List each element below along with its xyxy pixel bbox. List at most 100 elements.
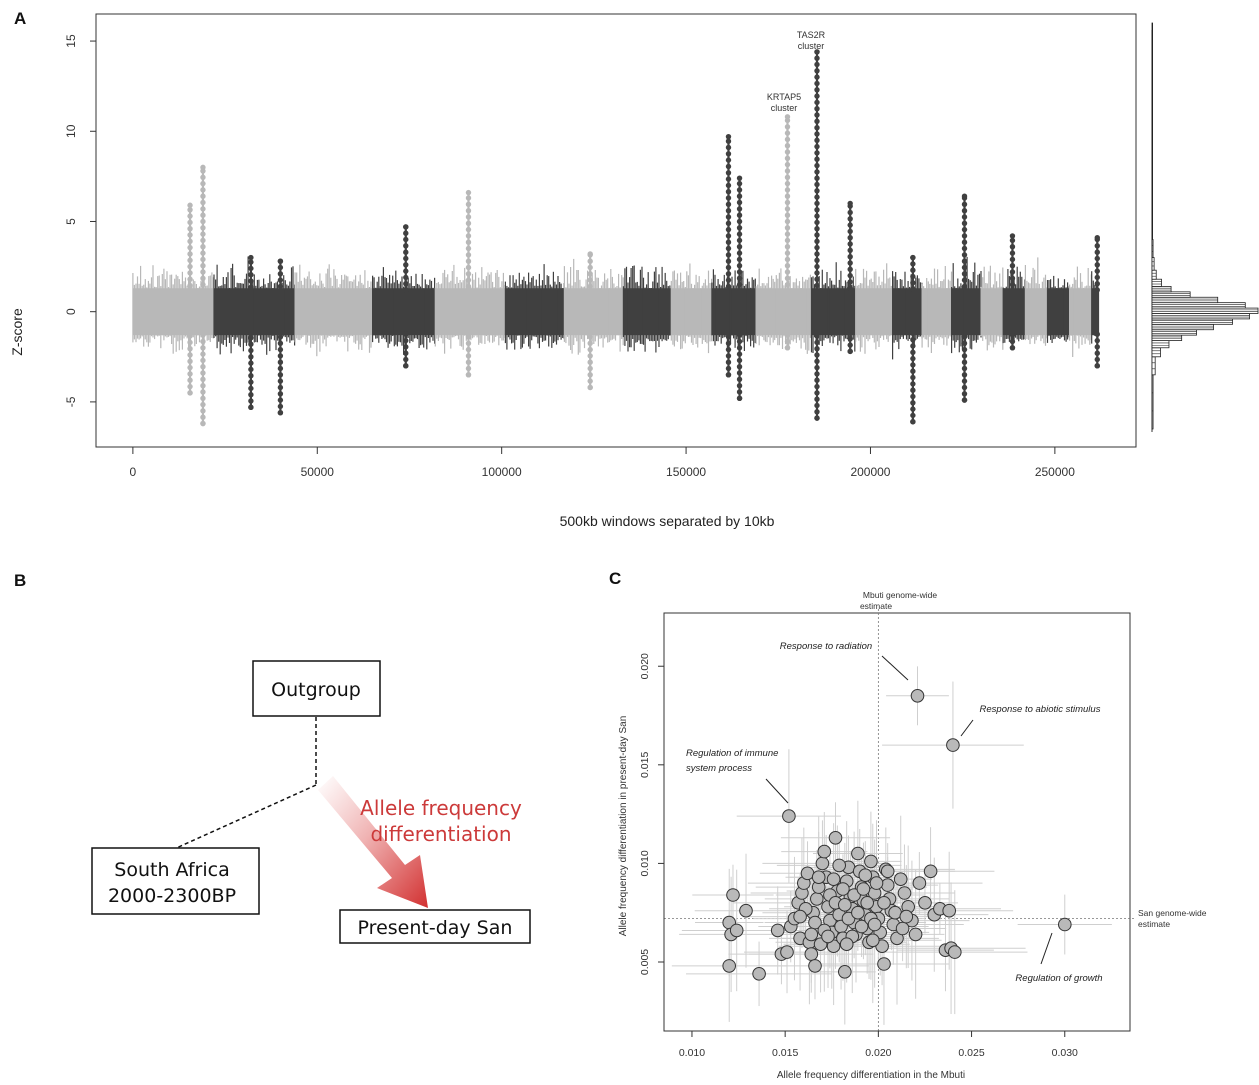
peak-point [910, 387, 916, 393]
peak-point [587, 378, 593, 384]
go-term-point [877, 896, 891, 910]
peak-point [784, 237, 791, 244]
peak-point [187, 377, 193, 383]
peak-point [910, 343, 916, 349]
peak-point [814, 371, 820, 377]
peak-point [725, 151, 732, 157]
panel-a-marginal-histogram [1151, 22, 1259, 432]
histogram-bar [1151, 329, 1197, 336]
peak-point [814, 333, 820, 339]
peak-point [277, 283, 284, 290]
peak-point [725, 182, 732, 189]
peak-point [961, 391, 968, 397]
peak-point [200, 414, 206, 420]
go-term-point [770, 923, 785, 938]
peak-point [725, 226, 732, 233]
peak-point [277, 353, 284, 359]
panel-c-xlabel: Allele frequency differentiation in the … [777, 1070, 965, 1081]
peak-point [187, 390, 193, 396]
peak-point [784, 161, 791, 168]
peak-point [200, 275, 206, 281]
peak-point [187, 251, 193, 257]
histogram-bar [1151, 313, 1250, 320]
peak-point [910, 337, 916, 343]
chromosome-band-16 [950, 256, 982, 354]
peak-point [248, 360, 254, 366]
peak-point [277, 264, 284, 271]
histogram-bar [1151, 334, 1183, 341]
peak-point [187, 263, 193, 270]
peak-point [248, 265, 254, 272]
peak-point [736, 376, 743, 382]
peak-point [961, 214, 968, 220]
peak-point [403, 356, 409, 363]
peak-point [248, 366, 254, 373]
chromosome-band-10 [711, 269, 757, 355]
peak-point [200, 351, 206, 357]
go-term-point [817, 844, 832, 859]
chromosome-band-13 [855, 263, 893, 354]
peak-point [248, 379, 254, 385]
peak-point [277, 340, 284, 346]
go-term-point [729, 923, 744, 938]
peak-point [277, 258, 284, 264]
annotation-tas2r-cluster: cluster [798, 41, 825, 51]
go-term-point [839, 937, 854, 952]
peak-point [277, 346, 284, 353]
peak-point [784, 281, 791, 288]
peak-cluster [725, 133, 732, 378]
peak-point [200, 187, 206, 193]
present-day-san-box [339, 909, 531, 944]
peak-point [403, 350, 409, 356]
panel-c-xtick-label: 0.020 [865, 1047, 891, 1059]
peak-point [910, 273, 916, 280]
peak-point [403, 262, 409, 268]
panel-a-xlabel: 500kb windows separated by 10kb [560, 513, 775, 529]
peak-point [187, 339, 193, 346]
peak-point [187, 383, 193, 390]
peak-point [814, 226, 820, 232]
go-term-point [918, 896, 932, 910]
peak-point [814, 282, 820, 289]
peak-point [736, 237, 743, 244]
peak-point [910, 261, 916, 267]
histogram-bar [1151, 347, 1161, 358]
peak-point [465, 245, 472, 252]
panel-c-points [722, 689, 1072, 981]
go-term-point [899, 909, 914, 924]
peak-point [1094, 287, 1100, 293]
peak-point [910, 362, 916, 368]
histogram-bar [1151, 356, 1156, 376]
peak-point [784, 244, 791, 250]
peak-point [187, 352, 193, 358]
peak-point [847, 228, 853, 235]
peak-point [277, 391, 284, 397]
panel-a-ytick-label: 15 [64, 34, 78, 48]
peak-point [736, 383, 743, 389]
peak-point [814, 80, 820, 87]
panel-a-ytick-label: -5 [64, 396, 78, 407]
peak-cluster [910, 254, 916, 425]
peak-point [784, 180, 791, 187]
peak-point [814, 68, 820, 74]
outgroup-box [252, 660, 381, 717]
peak-point [465, 239, 472, 245]
peak-point [814, 238, 820, 244]
peak-point [784, 187, 791, 193]
histogram-bar [1151, 278, 1162, 287]
peak-point [1009, 281, 1016, 288]
panel-c-xtick-label: 0.030 [1052, 1047, 1078, 1059]
chromosome-band-21 [1068, 266, 1092, 357]
peak-point [814, 188, 820, 194]
go-term-point [923, 864, 938, 879]
leader-growth [1040, 932, 1053, 965]
peak-point [784, 263, 791, 269]
panel-a-xtick-label: 250000 [1035, 465, 1075, 479]
panel-c-ytick-label: 0.005 [639, 949, 651, 975]
panel-c-error-bars [671, 666, 1112, 1025]
peak-point [814, 162, 820, 169]
peak-point [187, 346, 193, 352]
ancestral-dashed-branch [171, 784, 317, 851]
peak-point [784, 149, 791, 155]
peak-point [961, 271, 968, 277]
